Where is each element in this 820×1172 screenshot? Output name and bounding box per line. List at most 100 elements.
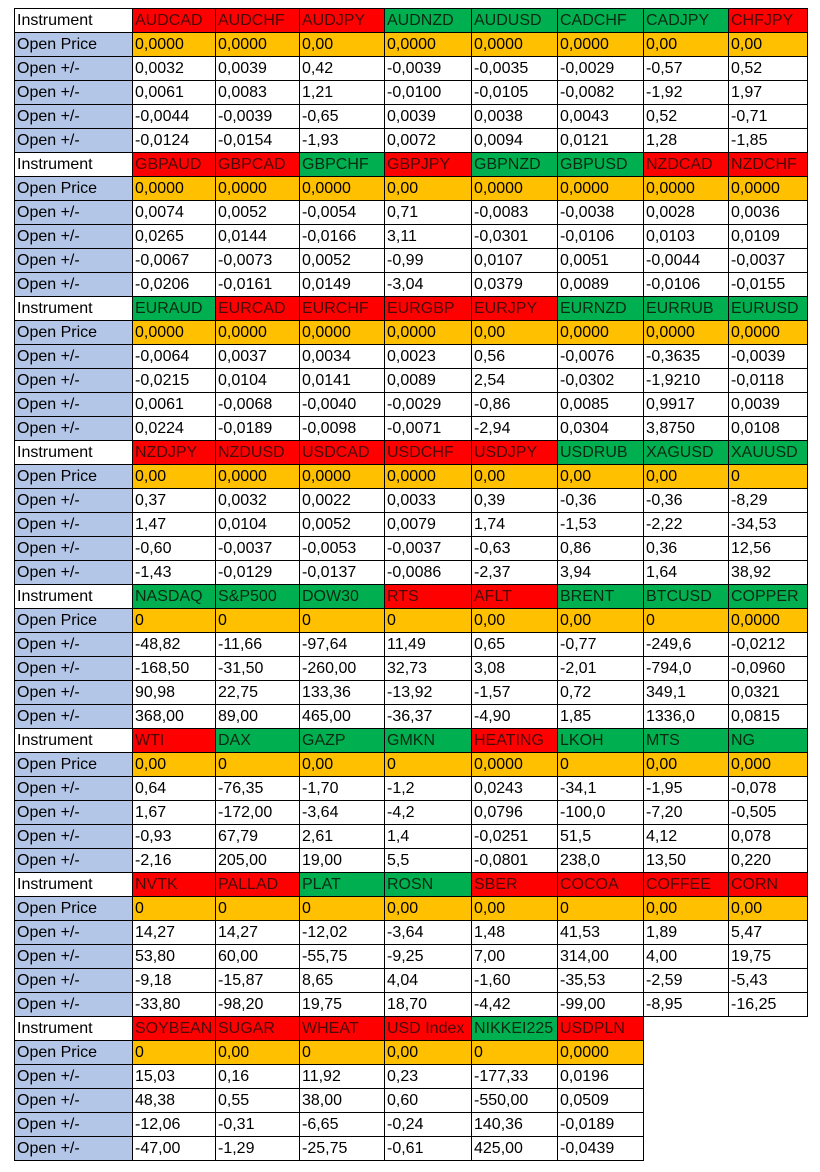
header-row: Instrument EURAUD EURCAD EURCHF EURGBP EURJPY… xyxy=(14,296,808,321)
instrument-cell: GBPJPY xyxy=(384,152,472,177)
value-cell: -36,37 xyxy=(384,704,472,729)
instrument-cell: AUDNZD xyxy=(384,8,472,33)
value-cell: -0,0037 xyxy=(215,536,300,561)
empty-cell xyxy=(644,1089,729,1113)
value-cell: 1,67 xyxy=(132,800,216,825)
row-label: Open +/- xyxy=(14,248,133,273)
value-cell: 0,00 xyxy=(299,752,385,777)
instrument-cell: PALLAD xyxy=(215,872,300,897)
row-label: Open +/- xyxy=(14,1088,133,1113)
value-cell: 0,0000 xyxy=(557,1040,644,1065)
instrument-cell: GAZP xyxy=(299,728,385,753)
row-label: Instrument xyxy=(14,728,133,753)
value-cell: 1,85 xyxy=(557,704,644,729)
value-cell: -0,60 xyxy=(132,536,216,561)
empty-cell xyxy=(644,1041,729,1065)
change-row: Open +/- -0,0206 -0,0161 0,0149 -3,04 0,0379 0… xyxy=(14,272,808,297)
value-cell: -55,75 xyxy=(299,944,385,969)
value-cell: 0,0265 xyxy=(132,224,216,249)
value-cell: 0,00 xyxy=(384,896,472,921)
value-cell: 0,0000 xyxy=(132,176,216,201)
value-cell: -16,25 xyxy=(728,992,808,1017)
value-cell: 0 xyxy=(728,464,808,489)
row-label: Open +/- xyxy=(14,536,133,561)
value-cell: 5,5 xyxy=(384,848,472,873)
value-cell: -1,43 xyxy=(132,560,216,585)
value-cell: -9,25 xyxy=(384,944,472,969)
instrument-cell: XAGUSD xyxy=(643,440,729,465)
value-cell: 0,00 xyxy=(471,464,558,489)
value-cell: -34,53 xyxy=(728,512,808,537)
change-row: Open +/- 0,64 -76,35 -1,70 -1,2 0,0243 -34,1 -1… xyxy=(14,776,808,801)
value-cell: 0,078 xyxy=(728,824,808,849)
value-cell: 0,0038 xyxy=(471,104,558,129)
value-cell: 0,0000 xyxy=(557,176,644,201)
change-row: Open +/- 0,37 0,0032 0,0022 0,0033 0,39 -0,36-… xyxy=(14,488,808,513)
value-cell: -168,50 xyxy=(132,656,216,681)
value-cell: 0,0321 xyxy=(728,680,808,705)
value-cell: 0,0000 xyxy=(471,752,558,777)
header-row: Instrument SOYBEAN SUGAR WHEAT USD Index NIKK… xyxy=(14,1016,808,1041)
value-cell: 3,08 xyxy=(471,656,558,681)
open-price-row: Open Price 0,00 0 0,00 0 0,0000 0 0,00 0,000 xyxy=(14,752,808,777)
instrument-cell: GBPCAD xyxy=(215,152,300,177)
row-label: Open +/- xyxy=(14,344,133,369)
change-row: Open +/- -1,43 -0,0129 -0,0137 -0,0086 -2,37 3… xyxy=(14,560,808,585)
value-cell: 0,00 xyxy=(132,752,216,777)
row-label: Open Price xyxy=(14,752,133,777)
value-cell: -0,0029 xyxy=(557,56,644,81)
row-label: Open +/- xyxy=(14,200,133,225)
value-cell: 0,0000 xyxy=(215,464,300,489)
change-row: Open +/- 48,38 0,55 38,00 0,60 -550,00 0,0509 xyxy=(14,1088,808,1113)
empty-cell xyxy=(729,1113,808,1137)
value-cell: 140,36 xyxy=(471,1112,558,1137)
value-cell: -0,0035 xyxy=(471,56,558,81)
row-label: Instrument xyxy=(14,1016,133,1041)
value-cell: -0,0053 xyxy=(299,536,385,561)
row-label: Open +/- xyxy=(14,560,133,585)
instrument-cell: DOW30 xyxy=(299,584,385,609)
value-cell: 0,0243 xyxy=(471,776,558,801)
value-cell: 41,53 xyxy=(557,920,644,945)
value-cell: 0 xyxy=(384,752,472,777)
value-cell: -0,0106 xyxy=(643,272,729,297)
value-cell: 133,36 xyxy=(299,680,385,705)
value-cell: 0,00 xyxy=(299,32,385,57)
value-cell: -0,0029 xyxy=(384,392,472,417)
instrument-cell: GBPCHF xyxy=(299,152,385,177)
value-cell: 90,98 xyxy=(132,680,216,705)
value-cell: 0,0037 xyxy=(215,344,300,369)
value-cell: 0,0089 xyxy=(557,272,644,297)
change-row: Open +/- -33,80 -98,20 19,75 18,70 -4,42 -99,0… xyxy=(14,992,808,1017)
row-label: Open +/- xyxy=(14,968,133,993)
empty-cell xyxy=(729,1065,808,1089)
value-cell: 53,80 xyxy=(132,944,216,969)
value-cell: -8,29 xyxy=(728,488,808,513)
value-cell: -0,0960 xyxy=(728,656,808,681)
value-cell: 0,0022 xyxy=(299,488,385,513)
value-cell: -0,3635 xyxy=(643,344,729,369)
value-cell: -0,71 xyxy=(728,104,808,129)
value-cell: 1,97 xyxy=(728,80,808,105)
change-row: Open +/- -0,0215 0,0104 0,0141 0,0089 2,54 -0,… xyxy=(14,368,808,393)
value-cell: 1,48 xyxy=(471,920,558,945)
instrument-cell: CADCHF xyxy=(557,8,644,33)
value-cell: -172,00 xyxy=(215,800,300,825)
value-cell: -2,01 xyxy=(557,656,644,681)
instrument-cell: SOYBEAN xyxy=(132,1016,216,1041)
value-cell: -0,0039 xyxy=(215,104,300,129)
value-cell: -0,0073 xyxy=(215,248,300,273)
instrument-cell: SBER xyxy=(471,872,558,897)
value-cell: 0,00 xyxy=(557,608,644,633)
row-label: Open +/- xyxy=(14,128,133,153)
value-cell: 0,86 xyxy=(557,536,644,561)
value-cell: -0,0086 xyxy=(384,560,472,585)
value-cell: 13,50 xyxy=(643,848,729,873)
row-label: Open +/- xyxy=(14,272,133,297)
instrument-cell: GBPUSD xyxy=(557,152,644,177)
value-cell: -1,9210 xyxy=(643,368,729,393)
value-cell: 0 xyxy=(471,1040,558,1065)
instrument-cell: NZDUSD xyxy=(215,440,300,465)
value-cell: -1,60 xyxy=(471,968,558,993)
change-row: Open +/- -12,06 -0,31 -6,65 -0,24 140,36 -0,01… xyxy=(14,1112,808,1137)
